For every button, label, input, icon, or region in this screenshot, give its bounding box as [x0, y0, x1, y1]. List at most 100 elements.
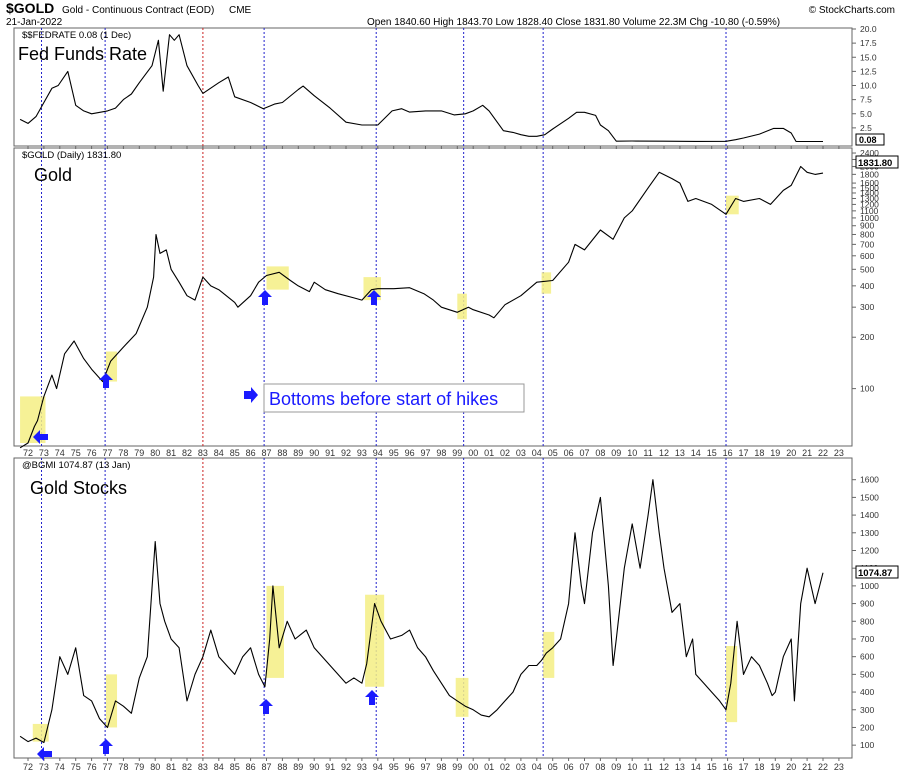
x-tick-label: 08 [595, 448, 605, 458]
y-tick-label: 700 [860, 239, 874, 249]
x-tick-label: 14 [691, 448, 701, 458]
x-tick-label: 85 [230, 448, 240, 458]
up-arrow-icon [259, 699, 273, 714]
x-tick-label: 02 [500, 762, 510, 772]
gold-stocks-last-tag: 1074.87 [855, 565, 899, 579]
x-tick-label: 02 [500, 448, 510, 458]
x-tick-label: 76 [87, 762, 97, 772]
gold-title: Gold [34, 165, 72, 185]
x-tick-label: 14 [691, 762, 701, 772]
highlight-box [266, 585, 284, 678]
fedrate-last-value: 0.08 [859, 135, 877, 145]
x-tick-label: 10 [627, 762, 637, 772]
y-tick-label: 1100 [860, 206, 879, 216]
x-tick-label: 18 [754, 448, 764, 458]
x-tick-label: 16 [723, 448, 733, 458]
up-arrow-icon [367, 290, 381, 305]
gold-stocks-last-value: 1074.87 [858, 568, 892, 579]
y-tick-label: 1300 [860, 193, 879, 203]
x-tick-label: 23 [834, 762, 844, 772]
x-tick-label: 20 [786, 448, 796, 458]
date-label: 21-Jan-2022 [6, 17, 63, 28]
y-tick-label: 2.5 [860, 123, 872, 133]
x-tick-label: 10 [627, 448, 637, 458]
annotation: Bottoms before start of hikes [244, 383, 525, 413]
left-arrow-icon [37, 747, 52, 761]
y-tick-label: 300 [860, 302, 874, 312]
y-tick-label: 15.0 [860, 52, 877, 62]
y-tick-label: 1800 [860, 169, 879, 179]
gold-stocks-legend: @BGMI 1074.87 (13 Jan) [22, 460, 130, 471]
x-tick-label: 91 [325, 762, 335, 772]
y-tick-label: 900 [860, 221, 874, 231]
x-tick-label: 90 [309, 448, 319, 458]
x-tick-label: 91 [325, 448, 335, 458]
x-tick-label: 07 [579, 448, 589, 458]
series-line-0 [19, 34, 823, 143]
x-tick-label: 22 [818, 448, 828, 458]
y-tick-label: 10.0 [860, 81, 877, 91]
x-tick-label: 86 [246, 448, 256, 458]
y-tick-label: 900 [860, 599, 874, 609]
x-tick-label: 13 [675, 448, 685, 458]
symbol-label: $GOLD [6, 0, 54, 16]
highlight-box [726, 646, 738, 723]
x-tick-label: 95 [389, 448, 399, 458]
x-tick-label: 96 [405, 448, 415, 458]
x-tick-label: 11 [643, 762, 652, 772]
y-tick-label: 300 [860, 705, 874, 715]
x-tick-label: 75 [71, 448, 81, 458]
highlight-box [105, 351, 118, 382]
y-tick-label: 1400 [860, 510, 879, 520]
left-arrow-icon [33, 430, 48, 444]
highlight-box [455, 677, 469, 717]
y-tick-label: 1000 [860, 581, 879, 591]
series-line-2 [19, 479, 824, 744]
x-tick-label: 06 [564, 448, 574, 458]
y-tick-label: 1000 [860, 213, 879, 223]
y-tick-label: 600 [860, 652, 874, 662]
x-tick-label: 80 [150, 448, 160, 458]
x-tick-label: 75 [71, 762, 81, 772]
y-tick-label: 1500 [860, 183, 879, 193]
y-tick-label: 500 [860, 669, 874, 679]
x-tick-label: 06 [564, 762, 574, 772]
x-tick-label: 03 [516, 762, 526, 772]
y-tick-label: 400 [860, 281, 874, 291]
x-tick-label: 83 [198, 448, 208, 458]
fedrate-last-tag: 0.08 [855, 133, 885, 146]
x-tick-label: 77 [102, 762, 112, 772]
x-tick-label: 12 [659, 762, 669, 772]
y-tick-label: 100 [860, 740, 874, 750]
x-tick-label: 82 [182, 762, 192, 772]
y-tick-label: 400 [860, 687, 874, 697]
fedrate-panel [13, 27, 853, 147]
x-tick-label: 22 [818, 762, 828, 772]
highlight-box [457, 293, 467, 320]
x-tick-label: 19 [770, 448, 780, 458]
x-tick-label: 13 [675, 762, 685, 772]
x-tick-label: 21 [802, 762, 812, 772]
exchange-label: CME [229, 5, 252, 16]
x-axes: 72 73 74 75 76 77 78 79 80 81 82 83 84 85 86 87 88 89 90 91… [23, 146, 844, 772]
x-tick-label: 76 [87, 448, 97, 458]
x-tick-label: 84 [214, 762, 224, 772]
x-tick-label: 11 [643, 448, 652, 458]
x-tick-label: 00 [468, 448, 478, 458]
bottom-arrows [33, 290, 381, 761]
x-tick-label: 94 [373, 762, 383, 772]
y-tick-label: 500 [860, 264, 874, 274]
y-tick-label: 1600 [860, 178, 879, 188]
x-tick-label: 09 [611, 762, 621, 772]
highlight-box [543, 631, 555, 678]
x-tick-label: 73 [39, 448, 49, 458]
x-tick-label: 86 [246, 762, 256, 772]
x-tick-label: 05 [548, 448, 558, 458]
x-tick-label: 01 [484, 762, 494, 772]
x-tick-label: 73 [39, 762, 49, 772]
y-tick-label: 800 [860, 616, 874, 626]
gold-last-tag: 1831.80 [855, 155, 899, 169]
x-tick-label: 03 [516, 448, 526, 458]
